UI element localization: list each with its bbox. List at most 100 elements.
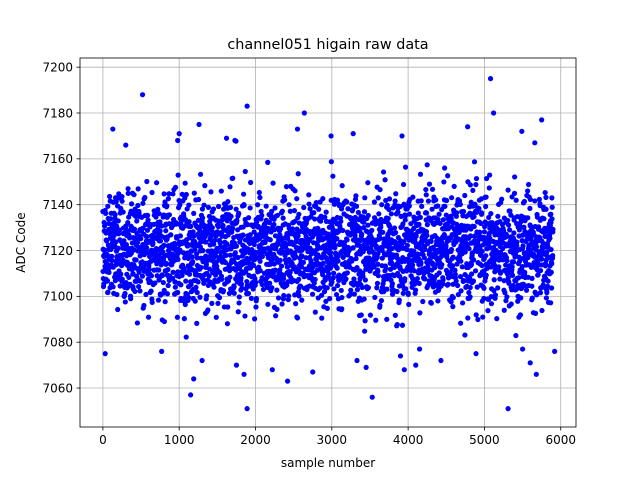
data-point xyxy=(295,289,301,295)
data-point xyxy=(225,304,231,310)
data-point xyxy=(157,219,163,225)
data-point xyxy=(525,181,532,188)
data-point xyxy=(420,298,426,305)
data-point xyxy=(394,288,400,295)
data-point xyxy=(326,271,332,277)
data-point xyxy=(174,314,180,320)
data-point xyxy=(205,204,212,211)
data-point xyxy=(380,229,386,235)
data-point xyxy=(127,235,133,241)
data-point xyxy=(149,189,155,196)
data-point xyxy=(447,269,453,276)
data-point xyxy=(251,316,258,322)
data-point xyxy=(227,184,233,190)
data-point xyxy=(428,300,434,306)
data-point xyxy=(437,220,443,227)
data-point xyxy=(501,307,507,313)
data-point xyxy=(158,261,164,267)
data-point xyxy=(344,270,350,276)
data-point xyxy=(359,284,365,291)
data-point xyxy=(320,260,326,266)
data-point xyxy=(119,194,125,200)
data-point xyxy=(198,264,204,271)
data-point xyxy=(433,197,439,203)
data-point xyxy=(159,272,166,279)
data-point xyxy=(175,256,181,262)
data-point xyxy=(135,202,141,209)
data-point xyxy=(349,257,355,263)
data-point xyxy=(454,210,460,216)
data-point xyxy=(386,196,393,202)
data-point xyxy=(413,233,419,239)
data-point xyxy=(117,283,123,289)
data-point xyxy=(312,276,318,283)
data-point xyxy=(296,220,303,226)
data-point xyxy=(220,288,227,294)
data-point xyxy=(277,257,283,263)
data-point xyxy=(458,320,464,326)
data-point xyxy=(419,203,425,209)
data-point xyxy=(263,203,269,209)
data-point xyxy=(339,183,345,189)
y-tick-label: 7080 xyxy=(42,335,73,349)
data-point xyxy=(440,277,446,283)
data-point xyxy=(375,268,381,274)
data-point xyxy=(465,124,471,130)
data-point xyxy=(277,267,283,273)
data-point xyxy=(125,190,131,196)
data-point xyxy=(365,222,371,228)
data-point xyxy=(188,392,194,398)
data-point xyxy=(161,191,167,197)
data-point xyxy=(383,265,389,271)
data-point xyxy=(543,194,549,200)
x-tick-label: 1000 xyxy=(164,433,195,447)
data-point xyxy=(361,209,368,215)
data-point xyxy=(294,126,301,132)
data-point xyxy=(236,294,242,300)
data-point xyxy=(451,183,457,189)
y-tick-label: 7160 xyxy=(42,152,73,166)
data-point xyxy=(481,285,487,291)
data-point xyxy=(486,214,492,221)
data-point xyxy=(535,271,541,278)
data-point xyxy=(539,256,545,262)
data-point xyxy=(458,258,464,264)
data-point xyxy=(311,210,317,216)
data-point xyxy=(515,298,521,304)
data-point xyxy=(193,284,199,290)
data-point xyxy=(347,291,354,297)
data-point xyxy=(182,180,188,186)
data-point xyxy=(525,215,531,221)
data-point xyxy=(335,282,341,289)
data-point xyxy=(548,246,554,253)
data-point xyxy=(231,284,237,290)
data-point xyxy=(374,218,380,224)
data-point xyxy=(259,253,265,260)
data-point xyxy=(306,192,312,198)
data-point xyxy=(175,289,181,296)
data-point xyxy=(333,291,340,298)
data-point xyxy=(165,266,171,273)
x-tick-label: 3000 xyxy=(317,433,348,447)
data-point xyxy=(211,284,217,290)
data-point xyxy=(362,318,368,324)
data-point xyxy=(522,269,528,275)
data-point xyxy=(244,278,250,285)
data-point xyxy=(549,195,555,201)
data-point xyxy=(443,197,450,204)
x-tick-label: 5000 xyxy=(469,433,500,447)
data-point xyxy=(143,244,150,251)
data-point xyxy=(417,310,423,316)
data-point xyxy=(542,233,548,240)
data-point xyxy=(286,202,292,208)
data-point xyxy=(235,254,241,261)
data-point xyxy=(218,188,224,194)
data-point xyxy=(546,227,552,233)
data-point xyxy=(122,299,128,305)
data-point xyxy=(195,196,202,203)
data-point xyxy=(213,314,219,320)
data-point xyxy=(113,271,119,277)
data-point xyxy=(160,249,166,255)
data-point xyxy=(510,259,517,265)
data-point xyxy=(192,298,198,304)
